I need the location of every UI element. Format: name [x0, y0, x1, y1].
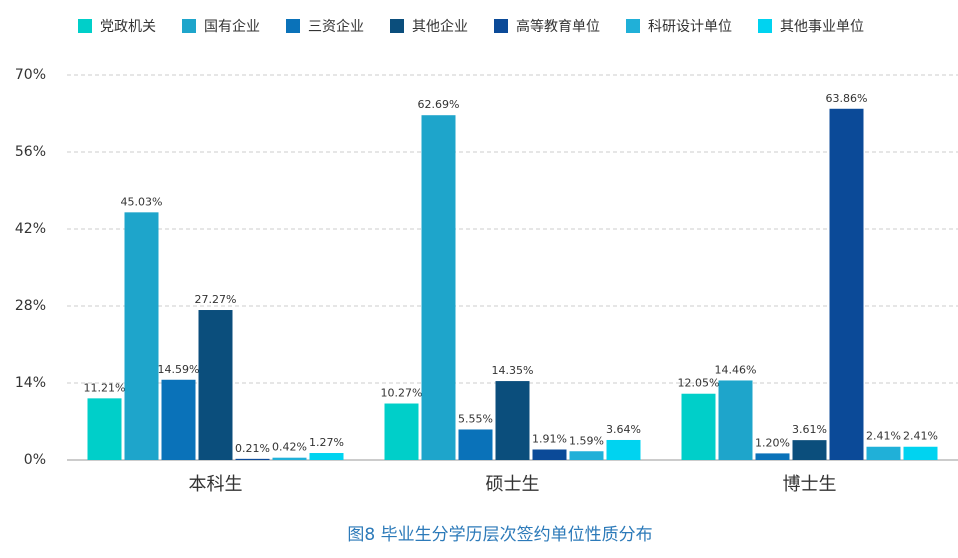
bar — [458, 429, 493, 460]
bar — [124, 212, 159, 460]
legend-label: 其他企业 — [412, 18, 468, 35]
y-tick-label: 56% — [15, 144, 46, 160]
legend-swatch — [626, 19, 640, 33]
y-tick-label: 42% — [15, 221, 46, 237]
bar — [532, 449, 567, 460]
value-label: 45.03% — [121, 195, 163, 208]
value-label: 5.55% — [458, 412, 493, 425]
bar — [718, 380, 753, 460]
bar — [866, 446, 901, 460]
legend-label: 党政机关 — [100, 19, 156, 35]
y-tick-label: 0% — [24, 452, 46, 468]
bar — [421, 115, 456, 460]
value-label: 14.46% — [715, 363, 757, 376]
y-tick-label: 70% — [15, 67, 46, 83]
legend-swatch — [758, 19, 772, 33]
legend-label: 科研设计单位 — [648, 19, 732, 35]
legend-swatch — [390, 19, 404, 33]
bar — [235, 458, 270, 460]
value-label: 1.91% — [532, 432, 567, 445]
bar — [198, 310, 233, 460]
legend-swatch — [286, 19, 300, 33]
value-label: 1.20% — [755, 436, 790, 449]
legend-swatch — [494, 19, 508, 33]
value-label: 27.27% — [195, 293, 237, 306]
x-tick-label: 博士生 — [783, 474, 837, 495]
x-tick-label: 硕士生 — [486, 474, 540, 495]
legend-swatch — [182, 19, 196, 33]
value-label: 1.27% — [309, 436, 344, 449]
bar — [384, 403, 419, 460]
value-label: 3.61% — [792, 423, 827, 436]
legend-label: 高等教育单位 — [516, 18, 600, 35]
bar — [829, 108, 864, 461]
x-tick-label: 本科生 — [189, 474, 243, 495]
bar — [792, 440, 827, 460]
value-label: 10.27% — [381, 387, 423, 400]
legend-label: 三资企业 — [308, 18, 364, 35]
value-label: 63.86% — [826, 92, 868, 105]
bar — [755, 453, 790, 460]
value-label: 11.21% — [84, 381, 126, 394]
chart-title: 图8 毕业生分学历层次签约单位性质分布 — [347, 525, 652, 545]
y-tick-label: 28% — [15, 298, 46, 314]
value-label: 0.42% — [272, 441, 307, 454]
legend-swatch — [78, 19, 92, 33]
bar — [87, 398, 122, 460]
y-tick-label: 14% — [15, 375, 46, 391]
value-label: 2.41% — [903, 430, 938, 443]
legend-label: 其他事业单位 — [780, 19, 864, 35]
value-label: 3.64% — [606, 423, 641, 436]
bar — [606, 439, 641, 460]
value-label: 14.59% — [158, 363, 200, 376]
value-label: 62.69% — [418, 98, 460, 111]
bar — [161, 379, 196, 460]
value-label: 2.41% — [866, 430, 901, 443]
bar — [569, 451, 604, 460]
bar — [272, 457, 307, 460]
bar — [495, 381, 530, 460]
bar — [309, 453, 344, 460]
value-label: 14.35% — [492, 364, 534, 377]
bar — [681, 393, 716, 460]
value-label: 0.21% — [235, 442, 270, 455]
value-label: 1.59% — [569, 434, 604, 447]
legend-label: 国有企业 — [204, 18, 260, 35]
value-label: 12.05% — [678, 377, 720, 390]
bar — [903, 446, 938, 460]
